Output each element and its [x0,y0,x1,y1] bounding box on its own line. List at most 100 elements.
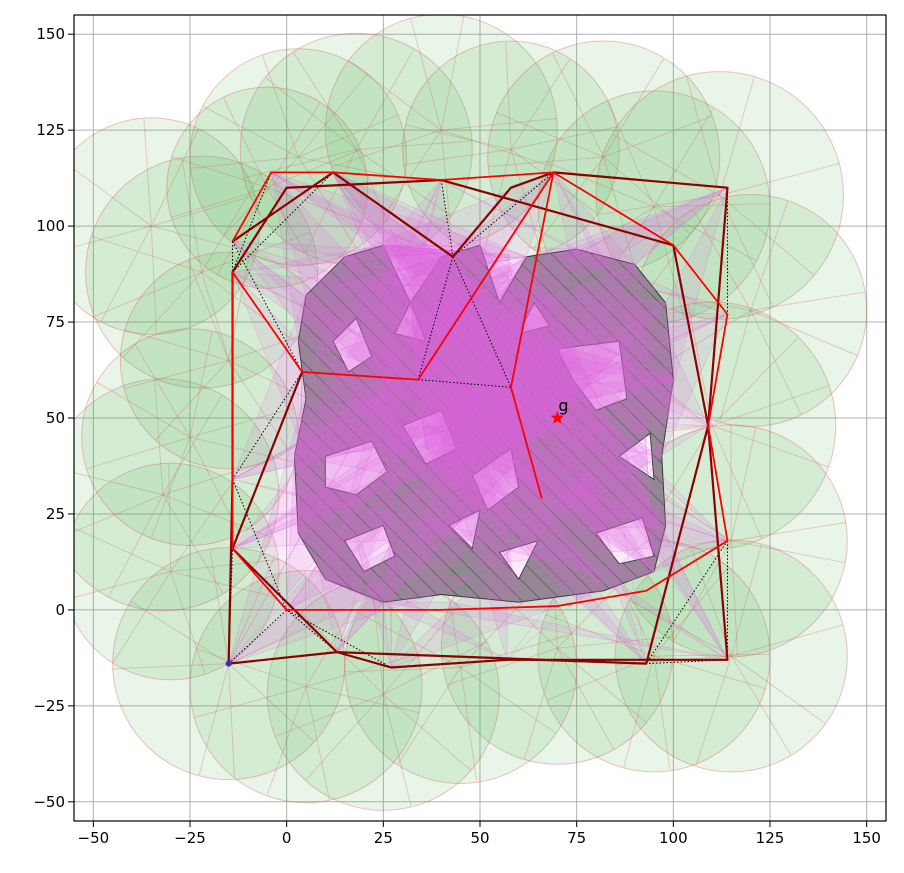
sensor-ray [645,195,721,294]
sensor-ray [719,310,752,422]
sensor-ray [143,118,152,227]
sensor-ray [151,194,256,227]
visibility-fan [409,302,728,450]
sensor-ray [162,395,223,496]
sensor-ray [695,655,732,766]
visibility-fan [232,241,605,592]
visibility-fan [293,351,437,654]
visibility-fan [382,244,543,499]
sensor-ray [170,482,233,572]
sensor-ray [74,168,152,227]
visibility-fan [286,256,527,611]
sensor-ray [730,428,757,541]
sensor-ray [603,156,691,235]
visibility-fan [332,171,528,358]
sensor-ray [687,305,713,426]
graph-edge [232,241,303,373]
visibility-fan [410,302,647,664]
x-tick-label: 100 [659,829,688,847]
visibility-fan [270,171,482,400]
visibility-fan [293,187,728,458]
visibility-fan [270,171,472,296]
sensor-ray [267,149,361,189]
sensor-ray [383,641,487,695]
sensor-ray [201,272,237,383]
sensor-ray [91,235,202,273]
sensor-ray [171,156,268,189]
graph-edge [232,371,303,480]
sensor-ray [524,648,558,759]
visibility-fan [297,371,342,569]
sensor-ray [181,158,203,273]
graph-edge [232,172,334,273]
sensor-ray [162,494,271,538]
sensor-ray [170,571,276,598]
free-space-hole [324,440,388,496]
sensor-ray [266,102,321,188]
sensor-ray [382,606,459,695]
sensor-ray [150,226,157,334]
sensor-ray [711,425,762,539]
sensor-ray [198,663,230,776]
visibility-fan [382,244,728,542]
sensor-ray [546,161,655,208]
y-tick-label: 125 [36,121,65,139]
sensor-ray [223,97,268,188]
visibility-fan [528,246,728,315]
sensor-ray [750,201,789,311]
visibility-fan [232,271,655,572]
visibility-fan [383,244,456,258]
visibility-fan [232,271,299,438]
sensor-ray [194,686,307,718]
sensor-ray [410,18,442,131]
visibility-fan [232,244,572,549]
visibility-fan [297,371,303,534]
y-tick-label: −25 [33,697,65,715]
visibility-fan [232,312,675,480]
visibility-fan [332,172,523,424]
sensor-ray [112,571,172,663]
sensor-ray [162,458,274,496]
sensor-ray [403,148,512,166]
visibility-fan [232,241,674,381]
visibility-fan [286,378,674,611]
visibility-fan [286,455,408,611]
visibility-fan [344,500,392,668]
obstacle-region [293,244,674,603]
sensor-ray [730,544,762,657]
sensor-ray [108,494,164,597]
sensor-ray [304,149,357,253]
graph-edge [646,659,728,665]
sensor-ray [460,667,557,734]
sensor-ray [305,686,420,714]
visibility-fan [228,356,663,664]
visibility-fan [232,241,461,258]
sensor-ray [653,107,714,208]
sensor-ray [623,655,655,768]
sensor-ray [731,624,844,657]
sensor-ray [189,407,295,438]
sensor-ray [653,567,729,657]
sensor-ray [155,360,230,441]
sensor-ray [202,105,299,158]
sensor-ray [358,612,461,668]
visibility-fan [332,171,481,422]
sensor-ray [731,540,846,564]
sensor-ray [74,225,152,248]
visibility-fan [232,340,675,549]
sensor-ray [209,549,230,664]
sensor-ray [196,648,307,688]
visibility-fan [665,187,728,415]
graph-edge [440,179,454,257]
sensor-ray [731,655,826,724]
sensor-ray [292,52,357,150]
graph-edge [418,379,511,388]
sensor-ray [201,271,295,342]
sensor-ray [603,115,713,158]
sensor-ray [262,55,299,158]
sensor-ray [356,140,472,150]
sensor-ray [217,187,268,275]
sensor-ray [151,437,191,538]
sensor-ray [382,694,412,807]
